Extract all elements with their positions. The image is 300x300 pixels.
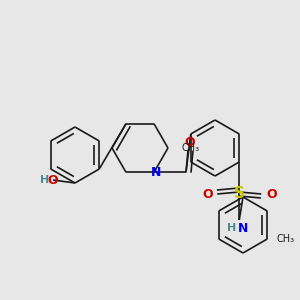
Text: O: O <box>48 173 58 187</box>
Text: H: H <box>226 223 236 233</box>
Text: O: O <box>202 188 213 200</box>
Text: CH₃: CH₃ <box>276 234 294 244</box>
Text: H: H <box>40 175 50 185</box>
Text: S: S <box>234 187 245 202</box>
Text: O: O <box>185 136 195 149</box>
Text: O: O <box>266 188 277 200</box>
Text: N: N <box>151 166 161 179</box>
Text: CH₃: CH₃ <box>182 143 200 153</box>
Text: N: N <box>238 221 248 235</box>
